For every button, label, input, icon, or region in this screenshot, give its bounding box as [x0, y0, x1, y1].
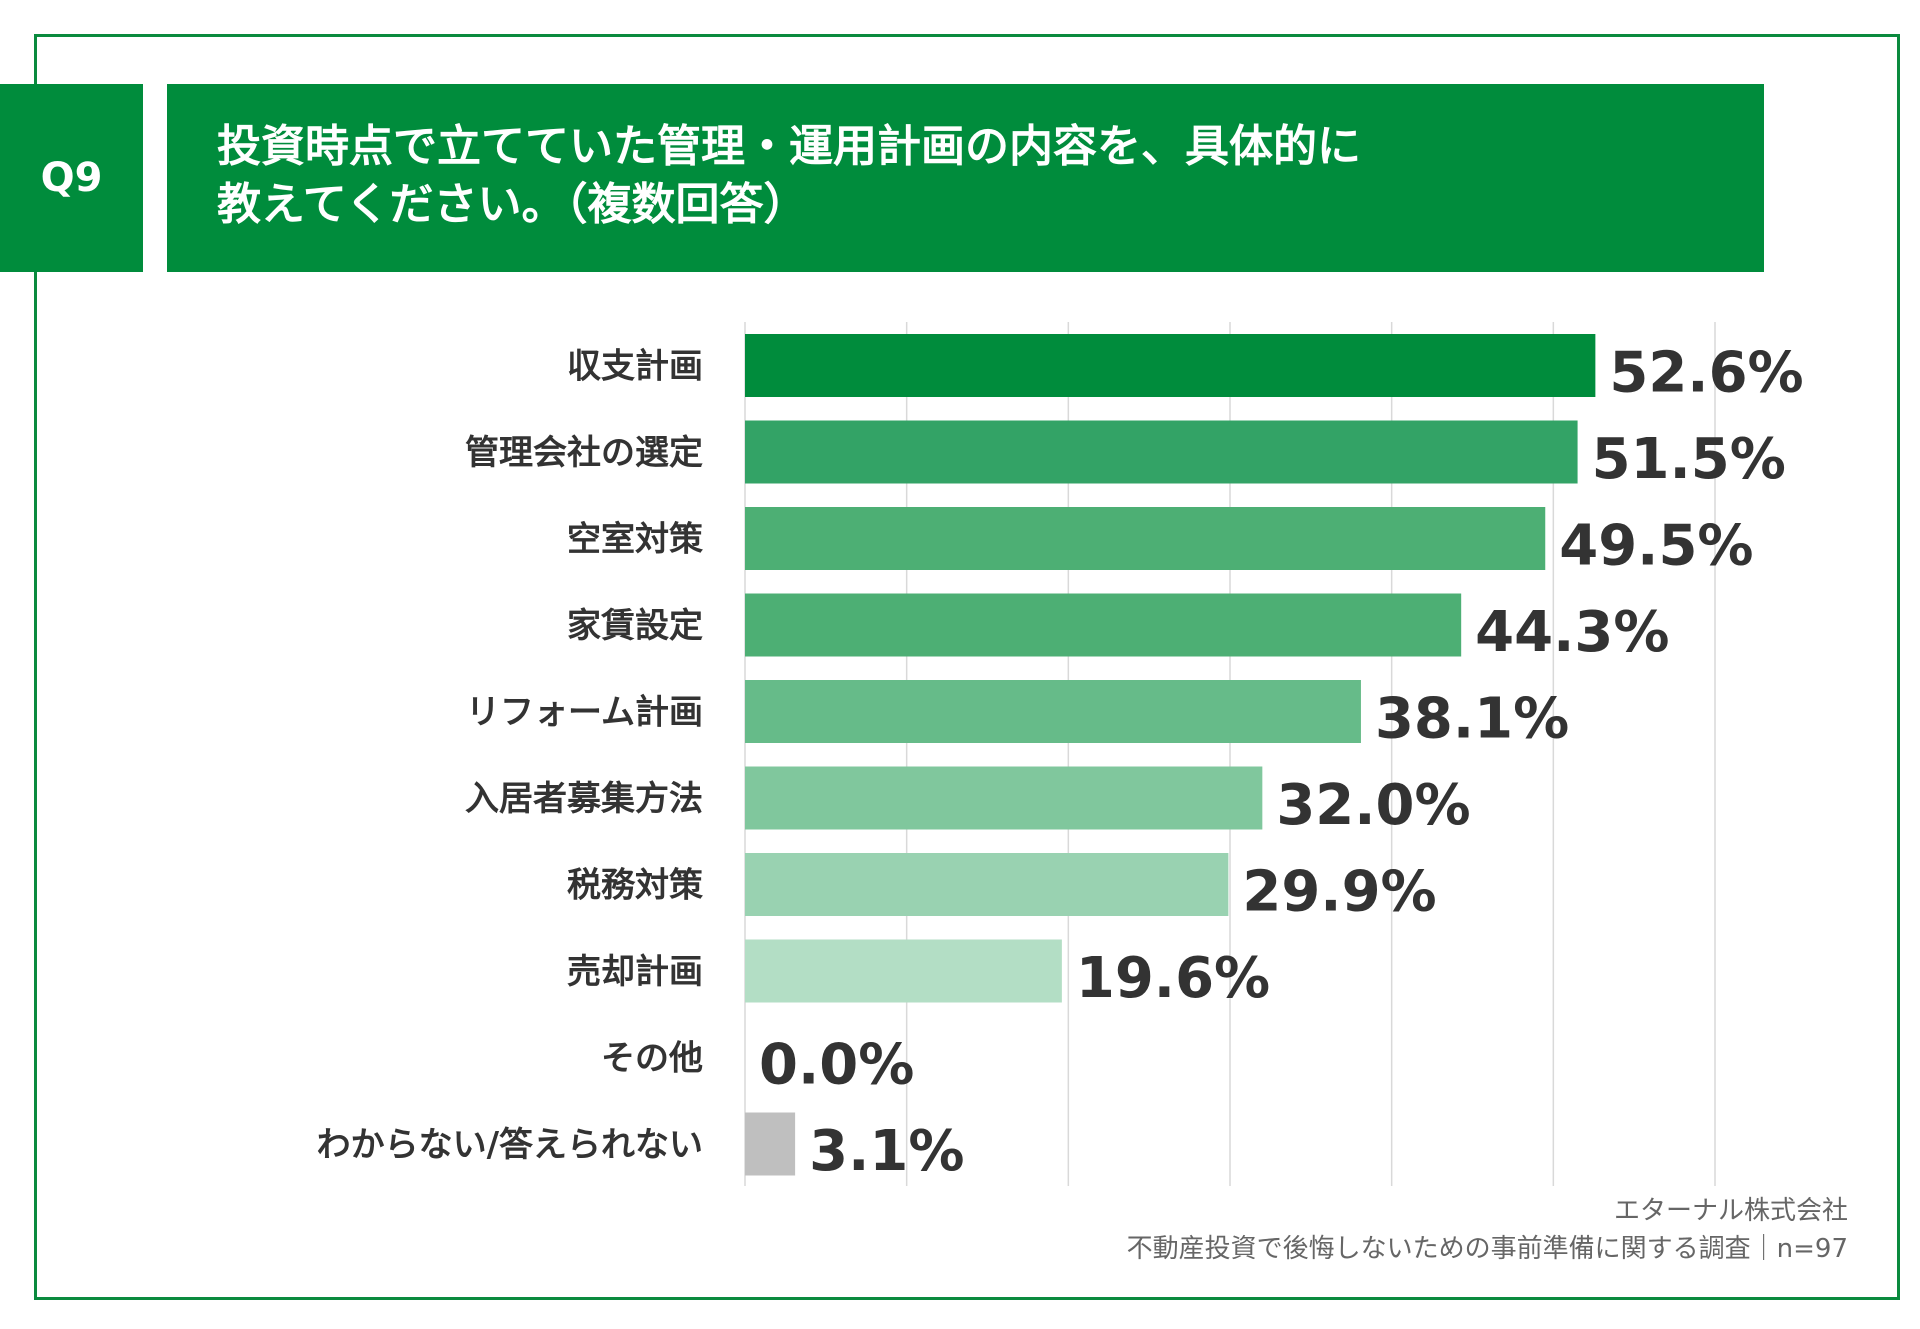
category-label: 空室対策	[567, 520, 703, 560]
bar	[745, 680, 1361, 743]
value-label: 32.0%	[1276, 773, 1470, 838]
question-title-line1: 投資時点で立てていた管理・運用計画の内容を、具体的に	[217, 121, 1361, 172]
bar	[745, 939, 1062, 1003]
category-label: 収支計画	[567, 347, 703, 387]
question-title-line2: 教えてください。（複数回答）	[217, 179, 808, 230]
value-label: 51.5%	[1592, 427, 1786, 492]
bar	[745, 853, 1229, 916]
category-label: リフォーム計画	[466, 693, 703, 733]
category-label: 管理会社の選定	[465, 433, 703, 473]
category-label: 家賃設定	[567, 606, 703, 646]
value-label: 44.3%	[1475, 600, 1669, 665]
value-label: 3.1%	[809, 1119, 964, 1184]
value-label: 29.9%	[1242, 860, 1436, 925]
bar	[745, 334, 1596, 397]
category-label: わからない/答えられない	[317, 1125, 703, 1165]
bar	[745, 507, 1546, 570]
value-label: 49.5%	[1559, 514, 1753, 579]
value-label: 19.6%	[1076, 946, 1270, 1011]
category-label: 入居者募集方法	[465, 779, 703, 819]
question-title-box: 投資時点で立てていた管理・運用計画の内容を、具体的に 教えてください。（複数回答…	[167, 84, 1764, 272]
bar	[745, 766, 1263, 830]
category-label: 税務対策	[567, 866, 703, 906]
value-label: 0.0%	[759, 1033, 914, 1098]
value-label: 38.1%	[1375, 687, 1569, 752]
footer-company: エターナル株式会社	[1613, 1196, 1848, 1226]
category-label: その他	[601, 1039, 703, 1079]
value-label: 52.6%	[1609, 341, 1803, 406]
footer-survey: 不動産投資で後悔しないための事前準備に関する調査｜n=97	[1126, 1234, 1848, 1264]
chart-frame	[34, 34, 1900, 1300]
category-label: 売却計画	[567, 952, 703, 992]
bar	[745, 593, 1462, 657]
question-number: Q9	[0, 84, 143, 272]
bar	[745, 420, 1578, 484]
bar	[745, 1112, 796, 1176]
footer: エターナル株式会社 不動産投資で後悔しないための事前準備に関する調査｜n=97	[1127, 1192, 1848, 1268]
